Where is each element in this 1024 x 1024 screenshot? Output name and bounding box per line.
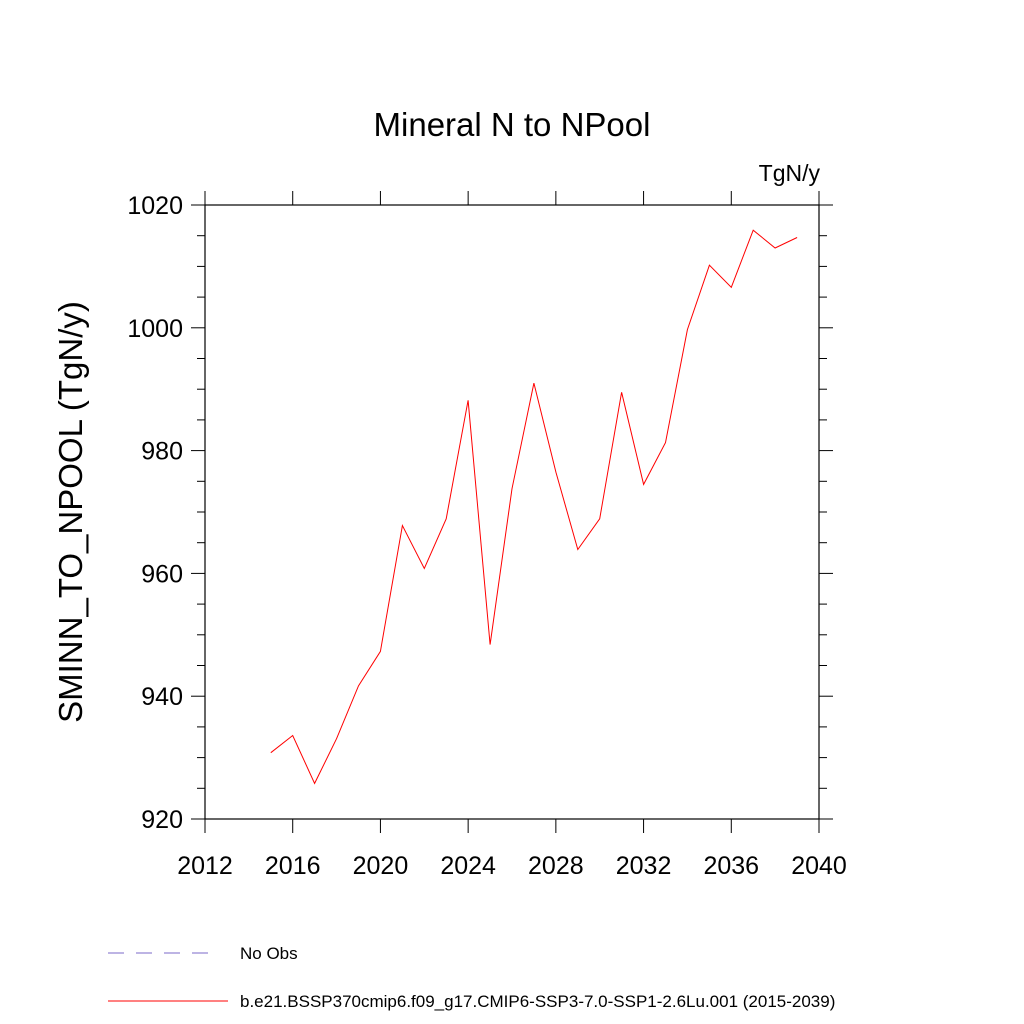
plot-frame xyxy=(204,204,820,820)
legend: No Obs b.e21.BSSP370cmip6.f09_g17.CMIP6-… xyxy=(108,944,835,1011)
x-tick-labels: 2012 2016 2020 2024 2028 2032 2036 2040 xyxy=(177,852,847,880)
axis-ticks xyxy=(191,191,833,833)
x-tick-label: 2036 xyxy=(703,852,759,880)
y-tick-label: 1000 xyxy=(127,315,183,343)
x-tick-label: 2016 xyxy=(265,852,321,880)
chart-title: Mineral N to NPool xyxy=(374,106,651,143)
y-tick-label: 980 xyxy=(141,438,183,466)
series-layer xyxy=(270,229,798,785)
y-tick-label: 920 xyxy=(141,806,183,834)
y-tick-label: 1020 xyxy=(127,192,183,220)
x-tick-label: 2012 xyxy=(177,852,233,880)
y-axis-label: SMINN_TO_NPOOL (TgN/y) xyxy=(52,301,89,723)
y-tick-labels: 920 940 960 980 1000 1020 xyxy=(127,192,183,834)
series-line xyxy=(270,229,798,785)
legend-label-model: b.e21.BSSP370cmip6.f09_g17.CMIP6-SSP3-7.… xyxy=(240,992,835,1011)
y-tick-label: 960 xyxy=(141,560,183,588)
x-tick-label: 2040 xyxy=(791,852,847,880)
x-tick-label: 2032 xyxy=(616,852,672,880)
x-tick-label: 2020 xyxy=(353,852,409,880)
legend-label-no-obs: No Obs xyxy=(240,944,298,963)
x-tick-label: 2024 xyxy=(440,852,496,880)
units-label: TgN/y xyxy=(759,160,821,186)
x-tick-label: 2028 xyxy=(528,852,584,880)
y-tick-label: 940 xyxy=(141,683,183,711)
